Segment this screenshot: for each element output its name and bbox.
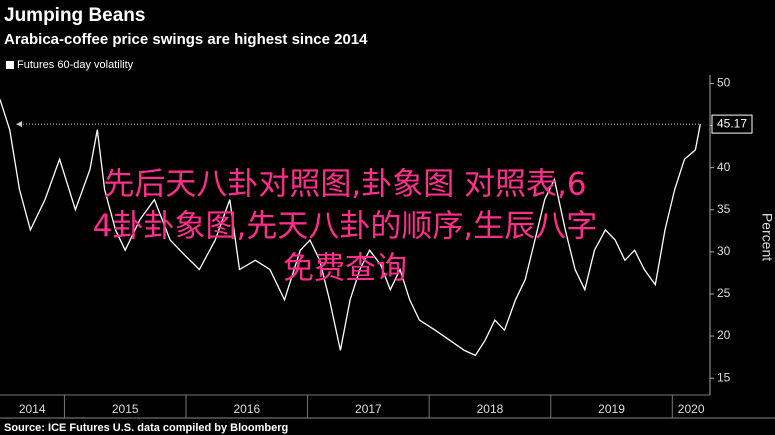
overlay-text: 先后天八卦对照图,卦象图 对照表,6 bbox=[103, 167, 586, 203]
last-value-box bbox=[711, 114, 753, 134]
y-tick-label: 25 bbox=[717, 286, 731, 300]
overlay-text: 免费查询 bbox=[283, 251, 407, 287]
x-tick-label: 2018 bbox=[477, 402, 504, 416]
y-tick-label: 20 bbox=[717, 328, 731, 342]
legend-label: Futures 60-day volatility bbox=[17, 59, 134, 71]
y-tick-label: 30 bbox=[717, 244, 731, 258]
x-tick-label: 2019 bbox=[598, 402, 625, 416]
y-tick-label: 50 bbox=[717, 76, 731, 90]
chart-subtitle: Arabica-coffee price swings are highest … bbox=[4, 31, 368, 48]
y-tick-label: 15 bbox=[717, 370, 731, 384]
last-value-arrow bbox=[16, 121, 22, 128]
x-tick-label: 2015 bbox=[112, 402, 139, 416]
x-tick-label: 2020 bbox=[678, 402, 705, 416]
last-value-label: 45.17 bbox=[717, 116, 747, 130]
x-tick-label: 2014 bbox=[19, 402, 46, 416]
y-tick-label: 40 bbox=[717, 160, 731, 174]
legend-swatch bbox=[6, 61, 14, 69]
x-tick-label: 2016 bbox=[233, 402, 260, 416]
y-tick-label: 35 bbox=[717, 202, 731, 216]
y-axis-label: Percent bbox=[759, 213, 775, 261]
x-tick-label: 2017 bbox=[355, 402, 382, 416]
source: Source: ICE Futures U.S. data compiled b… bbox=[4, 422, 288, 434]
chart-title: Jumping Beans bbox=[4, 5, 145, 26]
overlay-text: 4卦卦象图,先天八卦的顺序,生辰八字 bbox=[93, 209, 597, 245]
series-line bbox=[0, 99, 701, 357]
